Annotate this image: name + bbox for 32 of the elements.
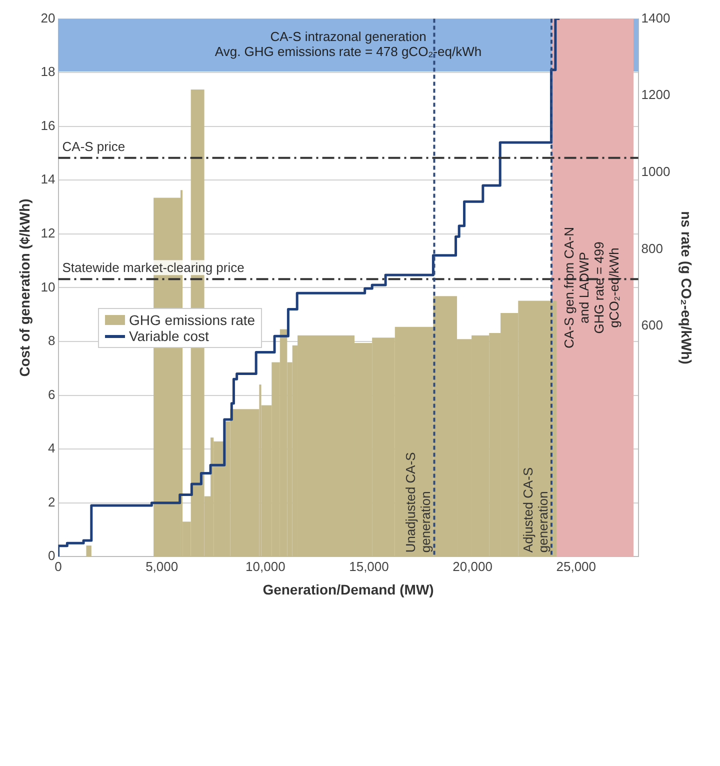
legend-label: GHG emissions rate <box>129 312 256 328</box>
y2-tick-label: 1400 <box>641 10 670 26</box>
band-label: CA-S intrazonal generation Avg. GHG emissions rate = 478 gCO₂-eq/kWh <box>214 29 482 60</box>
y-tick-label: 2 <box>48 494 56 510</box>
ref-line-label: Unadjusted CA-S generation <box>403 452 434 553</box>
legend-label: Variable cost <box>129 328 209 344</box>
x-tick-label: 15,000 <box>349 558 389 574</box>
y-tick-label: 0 <box>48 548 56 564</box>
band-label: CA-S gen.from CA-N and LADWP GHG rate = 499 gCO₂-eq/kWh <box>562 227 622 348</box>
x-tick-label: 10,000 <box>246 558 286 574</box>
y2-tick-label: 1200 <box>641 87 670 102</box>
x-tick-label: 25,000 <box>556 558 596 574</box>
y-tick-label: 14 <box>40 172 56 187</box>
y2-tick-label: 600 <box>641 318 663 333</box>
ref-line-label: Statewide market-clearing price <box>62 260 244 276</box>
y-tick-label: 12 <box>40 226 56 240</box>
y-tick-label: 6 <box>48 386 56 402</box>
y2-tick-label: 800 <box>641 240 663 256</box>
x-tick-label: 20,000 <box>452 558 492 574</box>
y2-axis-title: ns rate (g CO₂-eq/kWh) <box>678 211 695 364</box>
y-tick-label: 4 <box>48 440 56 456</box>
y-tick-label: 16 <box>40 118 56 133</box>
x-tick-label: 5,000 <box>146 558 178 574</box>
y-tick-label: 10 <box>40 279 56 294</box>
y-tick-label: 20 <box>40 10 56 26</box>
ref-line-label: Adjusted CA-S generation <box>520 467 550 553</box>
y-tick-label: 8 <box>48 333 56 348</box>
ref-line-label: CA-S price <box>62 138 126 154</box>
x-axis-title: Generation/Demand (MW) <box>262 581 434 598</box>
y-axis-title: Cost of generation (¢/kWh) <box>16 198 32 377</box>
y-tick-label: 18 <box>40 64 56 80</box>
y2-tick-label: 1000 <box>641 164 670 180</box>
